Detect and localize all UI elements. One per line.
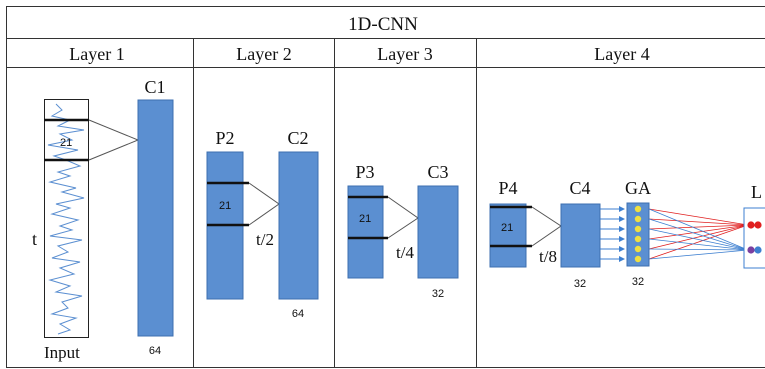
layer-header-3: Layer 3 [377, 44, 432, 64]
pool-label-p2: P2 [215, 128, 234, 148]
conv-block-c4 [560, 203, 601, 268]
input-signal-box [44, 99, 89, 338]
length-label-l2: t/2 [256, 230, 274, 249]
pooling-arrows [600, 206, 625, 262]
kernel-size-label: 21 [501, 222, 513, 234]
output-node [754, 246, 762, 254]
pool-block-p4 [489, 203, 527, 268]
output-node [747, 221, 755, 229]
pool-block-p3 [347, 185, 384, 279]
conv-block-c2 [278, 151, 319, 300]
conv-size-c2: 64 [292, 308, 304, 320]
ga-label: GA [625, 178, 651, 198]
conv-label-c3: C3 [427, 162, 448, 182]
length-label-l4: t/8 [539, 247, 557, 266]
input-label: Input [44, 343, 80, 362]
conv-connector [387, 196, 419, 239]
table-frame [6, 6, 765, 368]
pool-label-p4: P4 [498, 178, 517, 198]
conv-block-c1 [137, 99, 174, 337]
ga-nodes [634, 205, 642, 263]
conv-block-c3 [417, 185, 459, 279]
output-label: L [751, 182, 762, 202]
conv-label-c2: C2 [287, 128, 308, 148]
input-waveform [47, 103, 85, 335]
diagram-title: 1D-CNN [348, 14, 418, 35]
conv-label-c4: C4 [569, 178, 590, 198]
conv-connector [531, 206, 562, 247]
layer-header-4: Layer 4 [594, 44, 649, 64]
dense-connections [648, 208, 749, 260]
conv-size-c4: 32 [574, 278, 586, 290]
kernel-size-label: 21 [359, 213, 371, 225]
global-average-block [626, 202, 650, 267]
conv-connector [88, 119, 140, 161]
length-label-l3: t/4 [396, 243, 414, 262]
layer-header-2: Layer 2 [236, 44, 291, 64]
input-length-label: t [32, 229, 37, 249]
output-box [743, 207, 765, 269]
conv-connector [248, 182, 280, 226]
kernel-size-label: 21 [219, 200, 231, 212]
pool-label-p3: P3 [355, 162, 374, 182]
output-node [747, 246, 755, 254]
conv-size-c3: 32 [432, 288, 444, 300]
kernel-size-label: 21 [60, 137, 72, 149]
conv-size-c1: 64 [149, 345, 161, 357]
layer-header-1: Layer 1 [69, 44, 124, 64]
output-node [754, 221, 762, 229]
conv-label-c1: C1 [144, 77, 165, 97]
ga-size: 32 [632, 276, 644, 288]
